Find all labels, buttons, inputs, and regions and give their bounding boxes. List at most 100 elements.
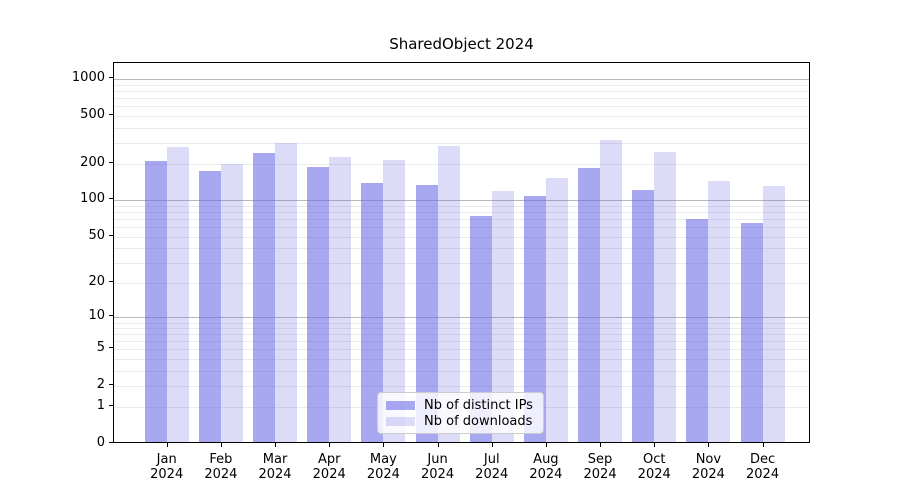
y-tick-mark bbox=[109, 113, 113, 115]
y-tick-mark bbox=[109, 347, 113, 349]
y-tick-mark bbox=[109, 198, 113, 200]
x-tick-mark bbox=[708, 443, 710, 447]
gridline-60 bbox=[114, 227, 809, 229]
x-tick-label-apr: Apr 2024 bbox=[301, 452, 357, 482]
y-tick-mark bbox=[109, 442, 113, 443]
plot-area bbox=[113, 62, 810, 443]
gridline-6 bbox=[114, 341, 809, 343]
x-tick-mark bbox=[762, 443, 764, 447]
x-tick-month: Oct bbox=[642, 452, 666, 467]
bar-sep-distinct-ips bbox=[578, 167, 601, 442]
bar-jan-distinct-ips bbox=[144, 160, 167, 442]
y-tick-mark bbox=[109, 405, 113, 407]
x-tick-label-sep: Sep 2024 bbox=[572, 452, 628, 482]
x-tick-label-may: May 2024 bbox=[355, 452, 411, 482]
y-tick-label: 50 bbox=[88, 227, 105, 243]
x-tick-month: Jun bbox=[427, 452, 448, 467]
gridline-900 bbox=[114, 85, 809, 86]
x-tick-label-jul: Jul 2024 bbox=[464, 452, 520, 482]
bar-nov-downloads bbox=[708, 181, 731, 442]
x-tick-year: 2024 bbox=[529, 467, 563, 482]
gridline-500 bbox=[114, 115, 809, 117]
gridline-200 bbox=[114, 164, 809, 166]
gridline-400 bbox=[114, 127, 809, 129]
gridline-2 bbox=[114, 386, 809, 388]
bar-feb-downloads bbox=[220, 164, 243, 442]
legend-item-distinct-ips: Nb of distinct IPs bbox=[386, 398, 535, 413]
x-tick-mark bbox=[545, 443, 547, 447]
y-tick-mark bbox=[109, 77, 113, 79]
gridline-600 bbox=[114, 106, 809, 108]
gridline-30 bbox=[114, 262, 809, 264]
y-tick-label: 5 bbox=[96, 340, 105, 356]
x-tick-month: Aug bbox=[533, 452, 559, 467]
bar-aug-downloads bbox=[545, 178, 568, 442]
gridline-100 bbox=[114, 200, 809, 202]
gridline-50 bbox=[114, 236, 809, 238]
gridline-10 bbox=[114, 317, 809, 319]
y-tick-label: 1 bbox=[96, 398, 105, 414]
gridline-90 bbox=[114, 205, 809, 207]
x-tick-month: Jul bbox=[483, 452, 500, 467]
y-tick-label: 500 bbox=[80, 106, 105, 122]
x-tick-mark bbox=[383, 443, 385, 447]
x-tick-month: Apr bbox=[317, 452, 341, 467]
y-tick-label: 20 bbox=[88, 274, 105, 290]
x-tick-month: Feb bbox=[209, 452, 233, 467]
y-tick-label: 1000 bbox=[71, 70, 105, 86]
gridline-40 bbox=[114, 248, 809, 250]
bar-dec-distinct-ips bbox=[740, 223, 763, 442]
y-tick-label: 0 bbox=[96, 435, 105, 450]
x-tick-mark bbox=[437, 443, 439, 447]
x-tick-mark bbox=[329, 443, 331, 447]
y-tick-label: 2 bbox=[96, 377, 105, 393]
y-tick-label: 10 bbox=[88, 308, 105, 324]
bar-may-downloads bbox=[383, 159, 406, 442]
x-tick-label-oct: Oct 2024 bbox=[626, 452, 682, 482]
bar-jul-downloads bbox=[491, 191, 514, 442]
y-tick-label: 100 bbox=[80, 191, 105, 207]
bar-apr-downloads bbox=[329, 156, 352, 442]
x-tick-month: Sep bbox=[587, 452, 613, 467]
gridline-700 bbox=[114, 98, 809, 100]
legend-item-downloads: Nb of downloads bbox=[386, 414, 535, 429]
x-tick-mark bbox=[220, 443, 222, 447]
gridline-70 bbox=[114, 219, 809, 221]
x-tick-year: 2024 bbox=[421, 467, 455, 482]
x-tick-month: Jan bbox=[156, 452, 177, 467]
bar-jun-distinct-ips bbox=[415, 185, 438, 442]
bar-jan-downloads bbox=[166, 147, 189, 442]
bar-sep-downloads bbox=[600, 139, 623, 442]
x-tick-month: May bbox=[369, 452, 397, 467]
gridline-80 bbox=[114, 212, 809, 214]
bar-feb-distinct-ips bbox=[198, 171, 221, 442]
x-tick-label-jun: Jun 2024 bbox=[410, 452, 466, 482]
y-tick-label: 200 bbox=[80, 155, 105, 171]
x-tick-mark bbox=[275, 443, 277, 447]
bar-jul-distinct-ips bbox=[469, 216, 492, 442]
bar-dec-downloads bbox=[762, 185, 785, 442]
x-tick-mark bbox=[491, 443, 493, 447]
bar-apr-distinct-ips bbox=[307, 166, 330, 442]
bar-jun-downloads bbox=[437, 146, 460, 442]
x-tick-year: 2024 bbox=[258, 467, 292, 482]
bar-mar-downloads bbox=[275, 143, 298, 442]
gridline-5 bbox=[114, 349, 809, 351]
x-tick-mark bbox=[166, 443, 168, 447]
bar-oct-distinct-ips bbox=[632, 189, 655, 442]
x-tick-month: Dec bbox=[749, 452, 776, 467]
x-tick-year: 2024 bbox=[312, 467, 346, 482]
bar-oct-downloads bbox=[654, 152, 677, 442]
x-tick-year: 2024 bbox=[691, 467, 725, 482]
gridline-800 bbox=[114, 91, 809, 93]
y-tick-mark bbox=[109, 234, 113, 236]
x-tick-month: Mar bbox=[262, 452, 288, 467]
x-tick-label-dec: Dec 2024 bbox=[735, 452, 791, 482]
x-tick-year: 2024 bbox=[475, 467, 509, 482]
bar-mar-distinct-ips bbox=[253, 153, 276, 442]
legend-swatch-distinct-ips-icon bbox=[386, 400, 415, 410]
legend-label: Nb of distinct IPs bbox=[424, 397, 533, 413]
x-tick-year: 2024 bbox=[366, 467, 400, 482]
x-tick-label-mar: Mar 2024 bbox=[247, 452, 303, 482]
